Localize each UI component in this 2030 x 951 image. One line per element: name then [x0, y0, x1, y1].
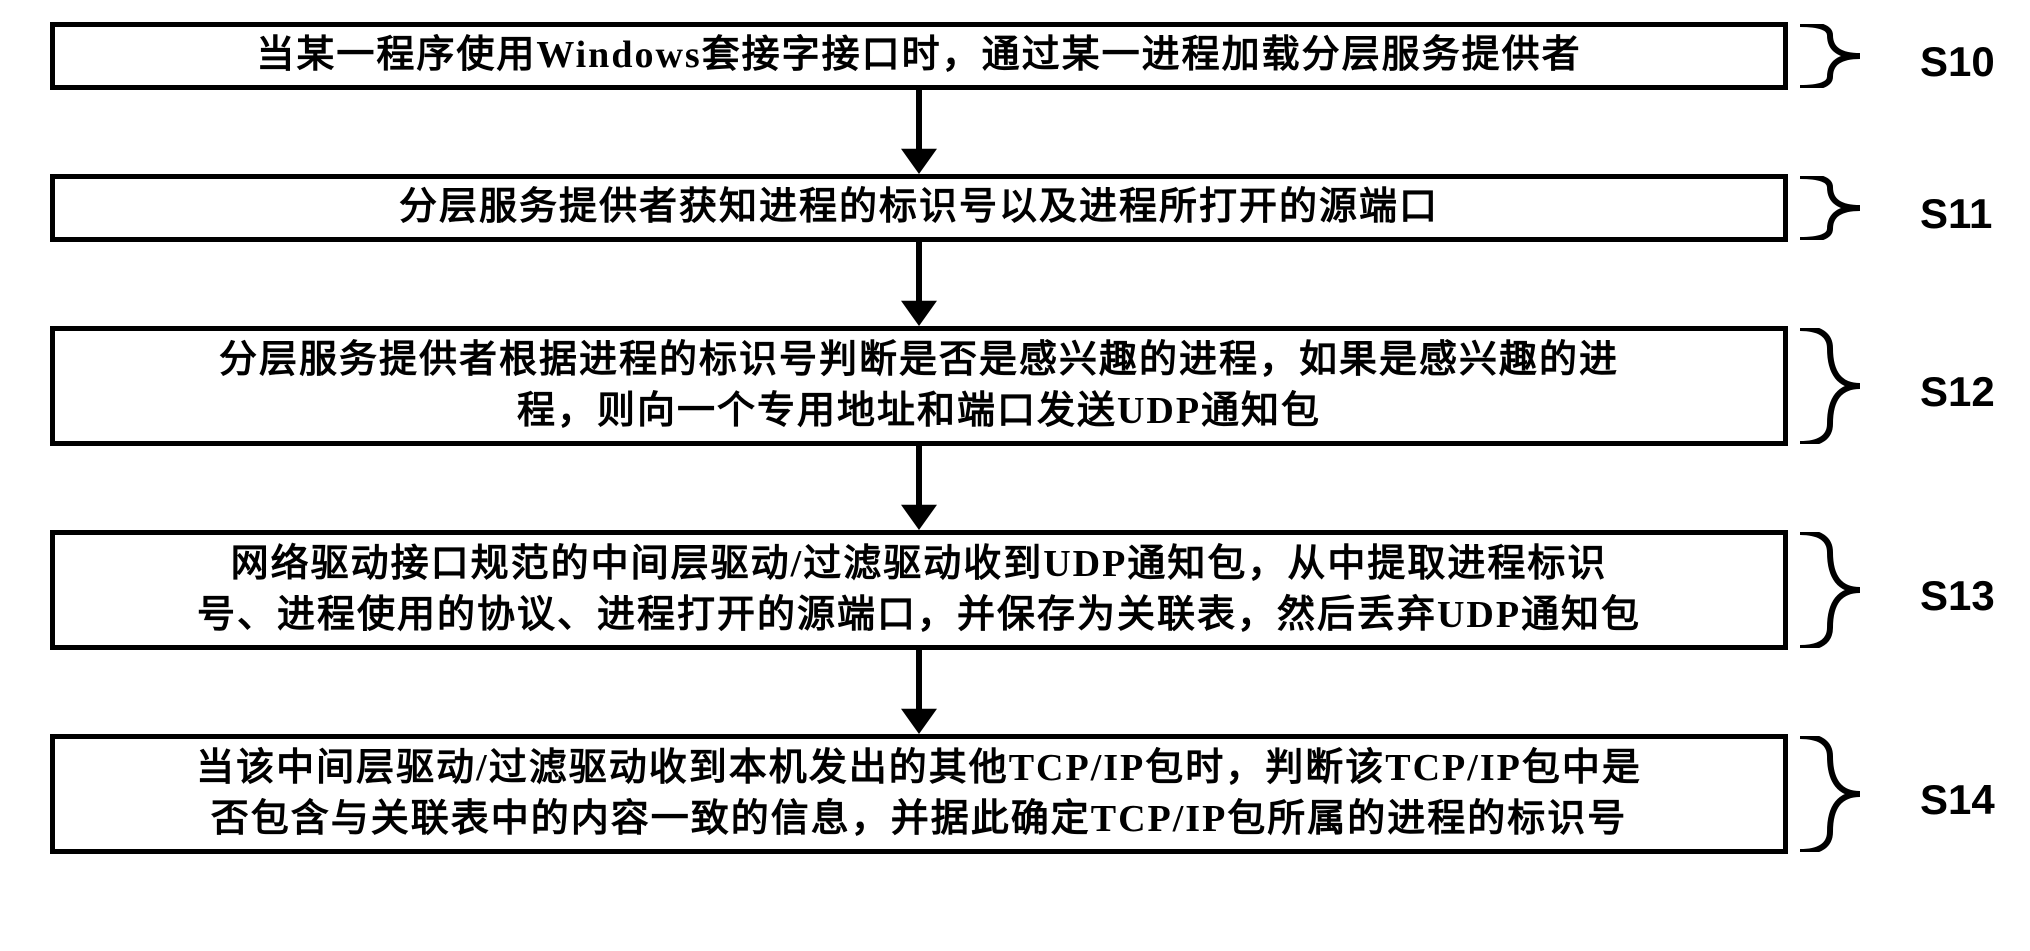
arrow-3 [889, 650, 949, 734]
label-s13: S13 [1920, 572, 1995, 620]
brace-s10 [1800, 24, 1900, 88]
step-s12: 分层服务提供者根据进程的标识号判断是否是感兴趣的进程，如果是感兴趣的进 程，则向… [50, 326, 1788, 446]
label-s11: S11 [1920, 190, 1992, 238]
step-text-s11: 分层服务提供者获知进程的标识号以及进程所打开的源端口 [399, 182, 1439, 233]
flowchart-canvas: 当某一程序使用Windows套接字接口时，通过某一进程加载分层服务提供者 S10 分… [0, 0, 2030, 951]
label-s12: S12 [1920, 368, 1995, 416]
arrow-1 [889, 242, 949, 326]
step-text-s10: 当某一程序使用Windows套接字接口时，通过某一进程加载分层服务提供者 [256, 30, 1581, 81]
arrow-2 [889, 446, 949, 530]
brace-s12 [1800, 328, 1900, 444]
label-s14: S14 [1920, 776, 1995, 824]
step-text-s14: 当该中间层驱动/过滤驱动收到本机发出的其他TCP/IP包时，判断该TCP/IP包… [196, 743, 1642, 846]
step-s13: 网络驱动接口规范的中间层驱动/过滤驱动收到UDP通知包，从中提取进程标识 号、进… [50, 530, 1788, 650]
step-s10: 当某一程序使用Windows套接字接口时，通过某一进程加载分层服务提供者 [50, 22, 1788, 90]
step-s14: 当该中间层驱动/过滤驱动收到本机发出的其他TCP/IP包时，判断该TCP/IP包… [50, 734, 1788, 854]
brace-s13 [1800, 532, 1900, 648]
label-s10: S10 [1920, 38, 1995, 86]
arrow-0 [889, 90, 949, 174]
step-text-s12: 分层服务提供者根据进程的标识号判断是否是感兴趣的进程，如果是感兴趣的进 程，则向… [219, 335, 1619, 438]
step-s11: 分层服务提供者获知进程的标识号以及进程所打开的源端口 [50, 174, 1788, 242]
brace-s14 [1800, 736, 1900, 852]
step-text-s13: 网络驱动接口规范的中间层驱动/过滤驱动收到UDP通知包，从中提取进程标识 号、进… [197, 539, 1641, 642]
brace-s11 [1800, 176, 1900, 240]
